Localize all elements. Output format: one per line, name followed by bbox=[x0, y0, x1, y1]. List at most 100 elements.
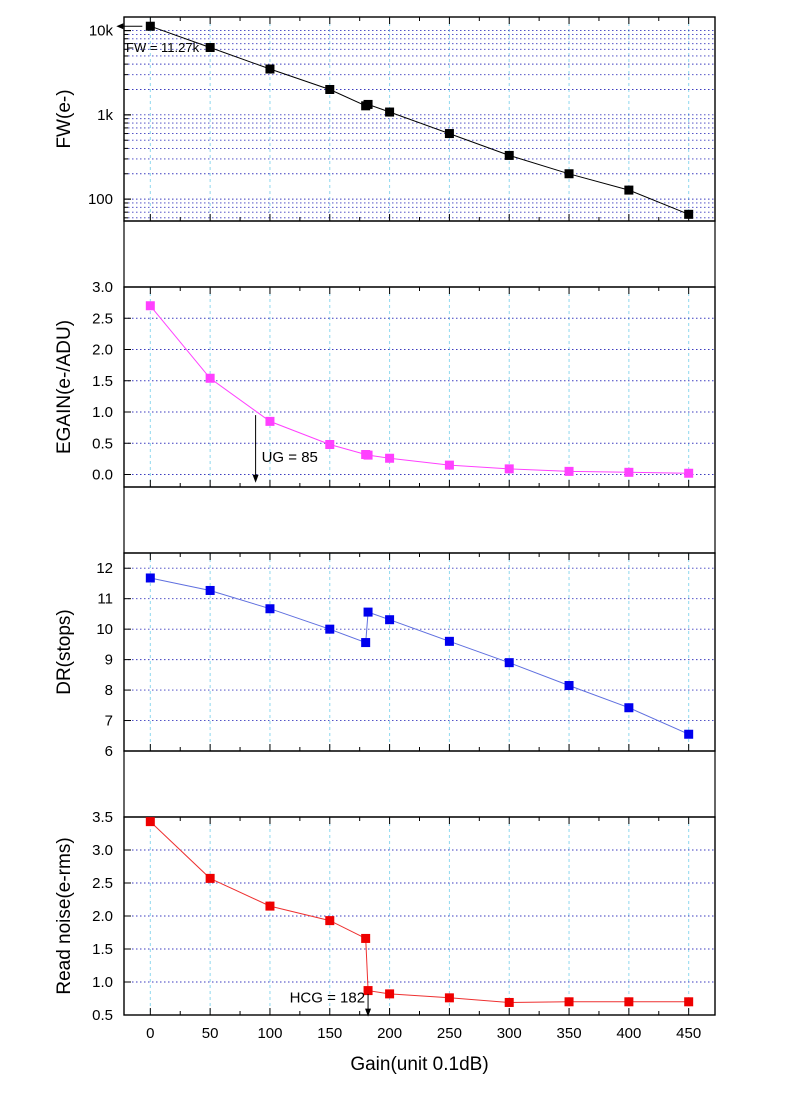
y-axis-title: EGAIN(e-/ADU) bbox=[54, 320, 75, 454]
x-tick-label: 0 bbox=[146, 1025, 154, 1042]
panel-spacer-frame bbox=[123, 220, 716, 288]
y-tick-label: 10k bbox=[89, 23, 114, 40]
y-tick-label: 1.5 bbox=[92, 373, 113, 390]
annotation-fw: FW = 11.27k bbox=[126, 40, 200, 55]
data-point bbox=[385, 615, 395, 625]
y-tick-label: 11 bbox=[97, 591, 113, 608]
y-tick-label: 0.5 bbox=[92, 1007, 113, 1024]
y-tick-label: 7 bbox=[105, 713, 113, 730]
data-point bbox=[444, 129, 454, 139]
data-point bbox=[385, 453, 395, 463]
data-point bbox=[444, 993, 454, 1003]
data-point bbox=[385, 107, 395, 117]
data-point bbox=[265, 416, 275, 426]
y-tick-label: 9 bbox=[105, 652, 113, 669]
data-point bbox=[684, 209, 694, 219]
data-point bbox=[624, 467, 634, 477]
data-point bbox=[684, 468, 694, 478]
data-point bbox=[325, 440, 335, 449]
y-tick-label: 1k bbox=[97, 107, 113, 124]
annotation-hcg: HCG = 182 bbox=[290, 989, 365, 1006]
y-tick-label: 2.5 bbox=[92, 875, 113, 892]
data-point bbox=[363, 99, 373, 109]
annotation-arrowhead bbox=[365, 1008, 372, 1017]
y-tick-label: 6 bbox=[105, 743, 113, 760]
data-point bbox=[363, 986, 373, 996]
annotation-arrowhead bbox=[116, 23, 124, 30]
y-tick-label: 3.5 bbox=[92, 809, 113, 826]
series-line bbox=[149, 821, 689, 1004]
data-point bbox=[624, 997, 634, 1007]
y-tick-label: 0.5 bbox=[92, 435, 113, 452]
y-axis-title: DR(stops) bbox=[54, 609, 75, 695]
series-line bbox=[149, 305, 689, 474]
data-point bbox=[145, 301, 155, 311]
data-point bbox=[325, 916, 335, 926]
x-tick-label: 450 bbox=[676, 1025, 701, 1042]
data-point bbox=[363, 607, 373, 617]
data-point bbox=[325, 624, 335, 634]
panel-readnoise: 0.5 1.0 1.5 2.0 2.5 3.0 3.5 Read noise(e-rms) HC… bbox=[54, 809, 716, 1075]
y-tick-label: 1.0 bbox=[92, 404, 113, 421]
data-point bbox=[145, 21, 155, 31]
series-line bbox=[150, 25, 689, 215]
y-axis-title: Read noise(e-rms) bbox=[54, 837, 75, 994]
data-point bbox=[325, 84, 335, 94]
x-axis-title: Gain(unit 0.1dB) bbox=[350, 1054, 488, 1075]
data-point bbox=[624, 703, 634, 713]
y-axis-title: FW(e-) bbox=[54, 89, 75, 148]
plot-frame bbox=[123, 552, 716, 752]
data-point bbox=[684, 997, 694, 1007]
annotation-arrowhead bbox=[252, 474, 259, 483]
data-point bbox=[361, 933, 371, 943]
data-point bbox=[624, 185, 634, 195]
y-tick-label: 2.0 bbox=[92, 908, 113, 925]
data-point bbox=[363, 450, 373, 460]
data-point bbox=[205, 373, 215, 383]
x-tick-label: 150 bbox=[317, 1025, 342, 1042]
y-tick-label: 12 bbox=[96, 560, 113, 577]
y-tick-label: 3.0 bbox=[92, 842, 113, 859]
panel-fw: 10k 1k 100 FW(e-) FW = 11.27k bbox=[54, 16, 716, 222]
data-point bbox=[205, 43, 215, 53]
panel-egain: 0.0 0.5 1.0 1.5 2.0 2.5 3.0 EGAIN(e-/ADU) UG = 8… bbox=[54, 279, 716, 488]
series-line bbox=[150, 577, 689, 735]
data-point bbox=[444, 460, 454, 470]
plot-frame bbox=[123, 286, 716, 488]
data-point bbox=[564, 997, 574, 1007]
data-point bbox=[265, 604, 275, 614]
data-point bbox=[564, 681, 574, 691]
data-point bbox=[444, 636, 454, 646]
x-tick-label: 350 bbox=[557, 1025, 582, 1042]
panel-spacer-frame bbox=[123, 486, 716, 554]
y-tick-label: 1.0 bbox=[92, 974, 113, 991]
x-tick-label: 400 bbox=[616, 1025, 641, 1042]
data-point bbox=[145, 573, 155, 583]
annotation-ug: UG = 85 bbox=[262, 449, 318, 466]
x-tick-label: 250 bbox=[437, 1025, 462, 1042]
data-point bbox=[684, 729, 694, 739]
panel-spacer-frame bbox=[123, 750, 716, 818]
data-point bbox=[265, 901, 275, 911]
data-point bbox=[504, 150, 514, 160]
data-point bbox=[564, 169, 574, 179]
y-tick-label: 10 bbox=[96, 621, 113, 638]
x-tick-label: 200 bbox=[377, 1025, 402, 1042]
panel-dr: 6 7 8 9 10 11 12 DR(stops) bbox=[54, 552, 716, 760]
data-point bbox=[385, 989, 395, 999]
data-point bbox=[205, 585, 215, 595]
data-point bbox=[361, 638, 371, 648]
y-tick-label: 0.0 bbox=[92, 467, 113, 484]
y-tick-label: 1.5 bbox=[92, 941, 113, 958]
data-point bbox=[265, 64, 275, 74]
x-tick-label: 50 bbox=[202, 1025, 219, 1042]
y-tick-label: 2.5 bbox=[92, 310, 113, 327]
y-tick-label: 8 bbox=[105, 682, 113, 699]
y-tick-label: 100 bbox=[88, 191, 113, 208]
data-point bbox=[205, 873, 215, 883]
x-tick-label: 300 bbox=[497, 1025, 522, 1042]
data-point bbox=[504, 658, 514, 668]
y-tick-label: 2.0 bbox=[92, 342, 113, 359]
